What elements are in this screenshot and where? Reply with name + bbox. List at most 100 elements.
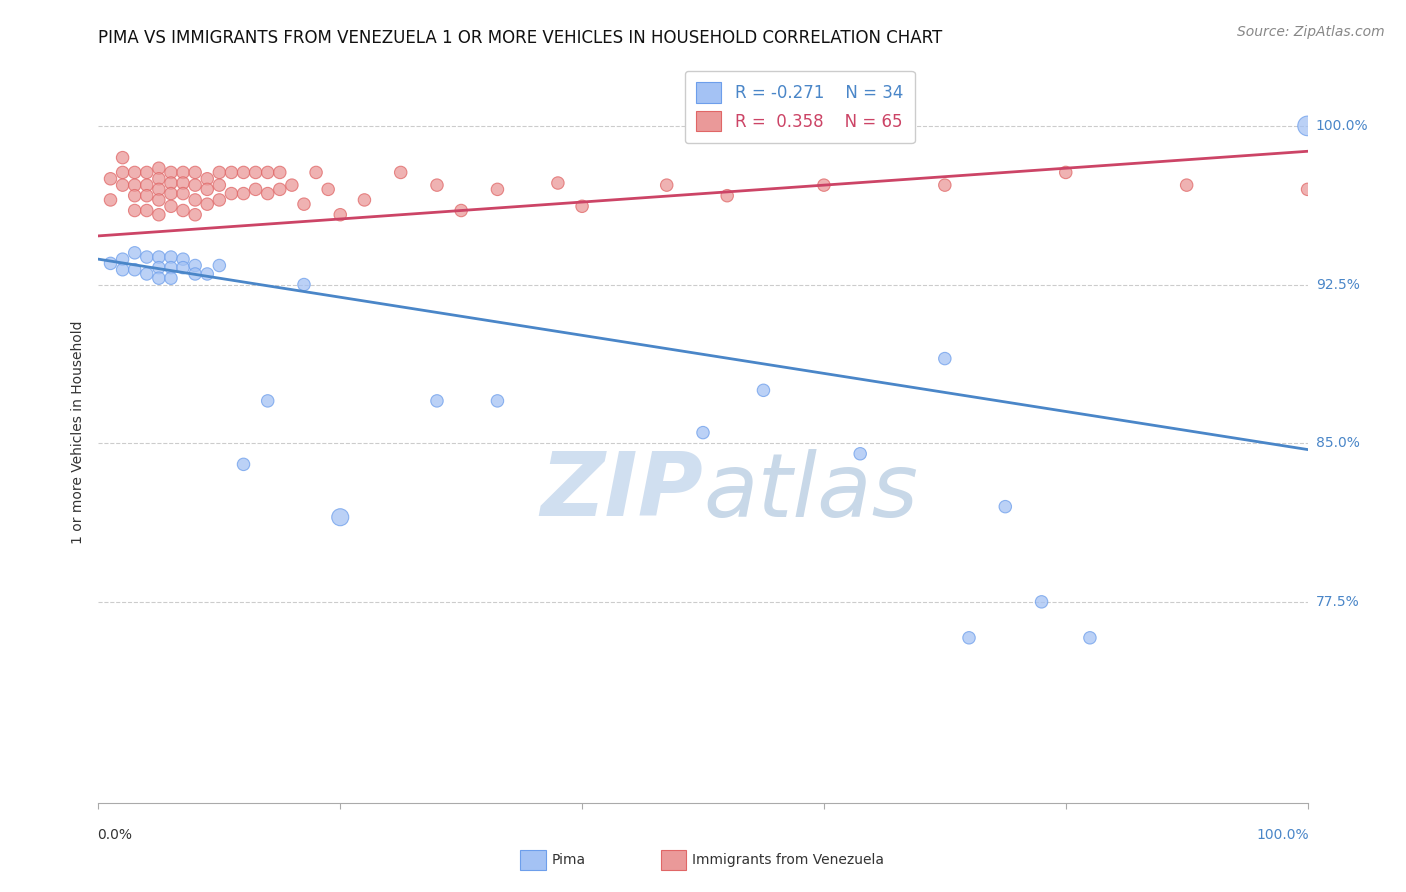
Point [124,245,146,260]
Point [148,171,170,186]
Point [232,186,254,201]
Point [100,193,122,207]
Text: 77.5%: 77.5% [1316,595,1360,609]
Point [124,188,146,202]
Point [184,178,207,193]
Point [994,500,1017,514]
Point [172,176,194,190]
Text: 100.0%: 100.0% [1316,119,1368,133]
Point [135,250,157,264]
Point [269,165,291,179]
Point [172,203,194,218]
Point [957,631,980,645]
Point [184,267,207,281]
Point [1031,595,1053,609]
Point [752,384,775,398]
Point [135,203,157,218]
Point [160,260,183,275]
Point [716,188,738,202]
Point [208,259,231,273]
Text: atlas: atlas [703,449,918,535]
Point [329,208,352,222]
Point [195,197,218,211]
Point [256,186,278,201]
Point [426,178,449,193]
Point [208,165,231,179]
Text: 85.0%: 85.0% [1316,436,1360,450]
Point [1296,182,1319,196]
Point [135,165,157,179]
Point [934,351,956,366]
Point [172,260,194,275]
Text: ZIP: ZIP [540,449,703,535]
Point [111,165,134,179]
Point [256,393,278,408]
Point [160,271,183,285]
Point [148,250,170,264]
Point [124,262,146,277]
Point [329,510,352,524]
Point [450,203,472,218]
Point [849,447,872,461]
Point [148,182,170,196]
Point [172,186,194,201]
Point [195,182,218,196]
Point [184,165,207,179]
Point [1078,631,1101,645]
Point [111,262,134,277]
Point [160,186,183,201]
Point [486,393,509,408]
Point [269,182,291,196]
Point [426,393,449,408]
Point [655,178,678,193]
Point [148,260,170,275]
Text: 92.5%: 92.5% [1316,277,1360,292]
Point [571,199,593,213]
Point [1054,165,1077,179]
Point [124,178,146,193]
Point [148,161,170,176]
Text: 0.0%: 0.0% [97,828,132,842]
Point [148,193,170,207]
Point [160,176,183,190]
Point [184,193,207,207]
Point [208,178,231,193]
Point [148,208,170,222]
Point [111,151,134,165]
Point [256,165,278,179]
Point [1296,119,1319,133]
Point [232,165,254,179]
Point [148,271,170,285]
Point [281,178,304,193]
Point [100,171,122,186]
Y-axis label: 1 or more Vehicles in Household: 1 or more Vehicles in Household [72,321,86,544]
Point [135,178,157,193]
Point [184,259,207,273]
Point [111,252,134,267]
Point [195,267,218,281]
Point [692,425,714,440]
Point [547,176,569,190]
Point [221,165,243,179]
Point [486,182,509,196]
Point [172,165,194,179]
Text: Pima: Pima [551,853,585,867]
Point [124,203,146,218]
Text: PIMA VS IMMIGRANTS FROM VENEZUELA 1 OR MORE VEHICLES IN HOUSEHOLD CORRELATION CH: PIMA VS IMMIGRANTS FROM VENEZUELA 1 OR M… [98,29,942,47]
Point [221,186,243,201]
Point [160,250,183,264]
Point [135,267,157,281]
Point [316,182,339,196]
Point [934,178,956,193]
Point [160,165,183,179]
Point [389,165,412,179]
Point [111,178,134,193]
Point [292,197,315,211]
Text: 100.0%: 100.0% [1256,828,1309,842]
Point [1175,178,1198,193]
Point [353,193,375,207]
Point [232,458,254,472]
Point [245,182,267,196]
Point [100,256,122,270]
Text: Source: ZipAtlas.com: Source: ZipAtlas.com [1237,25,1385,39]
